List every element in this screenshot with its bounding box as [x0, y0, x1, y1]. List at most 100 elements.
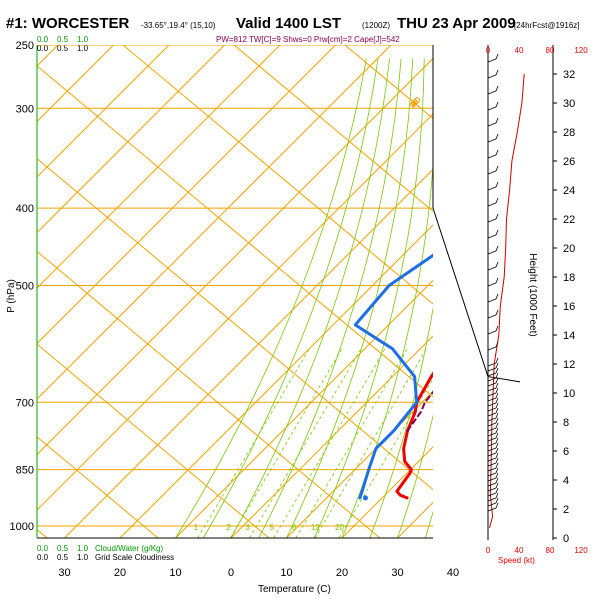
wind-barb-flag: [495, 452, 499, 459]
wind-barb-flag: [495, 462, 499, 469]
wind-barb: [487, 497, 497, 502]
height-tick-24: 24: [563, 185, 575, 197]
series-dewpoint: [353, 253, 433, 500]
mixing-ratio-1: [197, 348, 310, 538]
dry-adiabat-120: [567, 45, 600, 538]
wind-barb-flag: [495, 197, 499, 204]
wind-barb: [487, 407, 497, 412]
temp-tick--20: 20: [114, 567, 126, 579]
pressure-tick-850: 850: [16, 465, 34, 477]
title-utc: (1200Z): [362, 21, 390, 30]
title-date: THU 23 Apr 2009: [397, 15, 516, 32]
height-tick-28: 28: [563, 127, 575, 139]
title-valid: Valid 1400 LST: [236, 15, 341, 32]
wind-barb-flag: [495, 432, 499, 439]
wind-barb: [487, 422, 497, 427]
wind-barb-flag: [495, 482, 499, 489]
bottom-scale-2-a: 0.0: [37, 553, 49, 562]
wind-barb: [487, 377, 497, 382]
pressure-tick-250: 250: [16, 40, 34, 52]
x-axis-title: Temperature (C): [258, 584, 331, 595]
mixing-ratio-label-3: 3: [246, 523, 251, 532]
wind-barb-flag: [495, 472, 499, 479]
wind-barb-flag: [495, 293, 499, 300]
temp-tick-0: 0: [228, 567, 234, 579]
subtitle-indices: PW=812 TW[C]=9 Shws=0 Prw[cm]=2 Cape[J]=…: [216, 35, 400, 44]
wind-barb-flag: [495, 487, 499, 494]
wind-barb-flag: [495, 502, 499, 509]
wind-bottom-tick-80: 80: [546, 546, 555, 555]
series-parcel: [406, 390, 433, 432]
wind-barb: [487, 397, 497, 402]
temp-tick-20: 20: [336, 567, 348, 579]
wind-barb: [487, 427, 497, 432]
height-tick-2: 2: [563, 504, 569, 516]
height-tick-26: 26: [563, 156, 575, 168]
profile-curves: [353, 253, 433, 501]
wind-barb-flag: [495, 362, 499, 369]
wind-barb: [487, 477, 497, 482]
dry-adiabat--40: [37, 343, 270, 538]
height-tick-30: 30: [563, 98, 575, 110]
bottom-scale-1-label: Cloud/Water (g/Kg): [95, 544, 164, 553]
top-scale-1-b: 0.5: [57, 35, 69, 44]
wind-barb-flag: [495, 101, 499, 108]
wind-barb-flag: [495, 402, 499, 409]
terrain-mask: [432, 45, 521, 538]
pressure-tick-300: 300: [16, 103, 34, 115]
isotherm--80: [37, 45, 281, 289]
mixing-ratio-label-1: 1: [194, 523, 199, 532]
dry-adiabat--20: [37, 250, 381, 538]
mixing-ratio-20: [338, 377, 433, 538]
mixing-ratio-label-8: 8: [292, 523, 297, 532]
wind-barb: [487, 457, 497, 462]
mixing-ratio-2: [230, 348, 343, 538]
height-tick-8: 8: [563, 417, 569, 429]
wind-bottom-tick-120: 120: [574, 546, 588, 555]
wind-barb: [487, 346, 497, 351]
wind-barb: [487, 186, 497, 191]
surface-dewpoint-marker: [362, 495, 368, 501]
wind-barb-flag: [495, 69, 499, 76]
height-tick-0: 0: [563, 533, 569, 545]
height-tick-22: 22: [563, 214, 575, 226]
bottom-scale-1-b: 0.5: [57, 544, 69, 553]
wind-barb: [487, 282, 497, 287]
wind-barb: [487, 387, 497, 392]
wind-barb-flag: [495, 149, 499, 156]
isotherm-60: [564, 45, 600, 538]
wind-barb: [487, 462, 497, 467]
height-tick-6: 6: [563, 446, 569, 458]
wind-barb: [487, 507, 497, 512]
bottom-scale-2-b: 0.5: [57, 553, 69, 562]
background-lines: 1 2 3 5 8 12 20: [37, 45, 600, 538]
moist-adiabat--5: [202, 58, 379, 538]
wind-barb-flag: [495, 397, 499, 404]
pressure-tick-400: 400: [16, 203, 34, 215]
wind-bottom-tick-0: 0: [486, 546, 491, 555]
wind-barb: [487, 452, 497, 457]
wind-barb-flag: [495, 412, 499, 419]
height-tick-14: 14: [563, 330, 575, 342]
isotherm--30: [64, 168, 433, 538]
wind-barb: [487, 417, 497, 422]
isotherm--60: [37, 45, 392, 400]
wind-barb-flag: [495, 427, 499, 434]
wind-barb-flag: [495, 229, 499, 236]
top-scale-2-a: 0.0: [37, 44, 49, 53]
isotherm-0: [230, 335, 433, 538]
mixing-ratio-5: [273, 348, 386, 538]
dry-adiabat--60: [37, 436, 159, 538]
bottom-scale-2-label: Grid Scale Cloudiness: [95, 553, 174, 562]
mixing-ratio-label-5: 5: [270, 523, 275, 532]
wind-barb-flag: [495, 447, 499, 454]
wind-barb-flag: [495, 372, 499, 379]
temp-tick-30: 30: [391, 567, 403, 579]
title-forecast: [24hrFcst@1916z]: [514, 21, 579, 30]
wind-barb: [487, 154, 497, 159]
wind-barb-flag: [495, 407, 499, 414]
moist-adiabat-10: [286, 58, 414, 538]
dry-adiabat-40: [122, 45, 433, 305]
